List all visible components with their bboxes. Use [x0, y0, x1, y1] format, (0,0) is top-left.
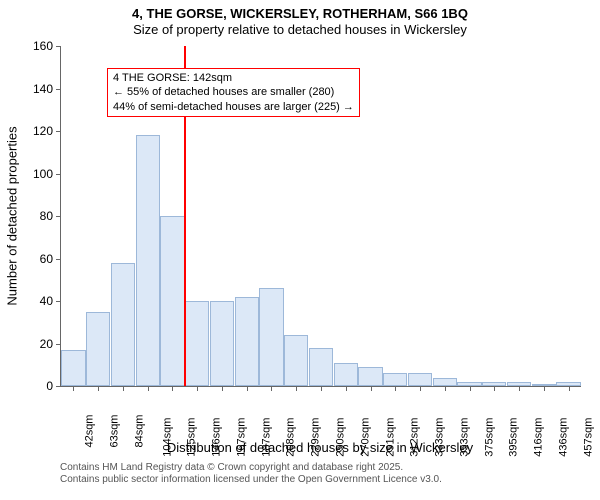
histogram-bar: [334, 363, 358, 386]
histogram-bar: [111, 263, 135, 386]
xtick-mark: [420, 386, 421, 391]
xtick-mark: [321, 386, 322, 391]
histogram-bar: [284, 335, 308, 386]
ytick-label: 80: [40, 209, 53, 223]
ytick-mark: [56, 344, 61, 345]
attribution-text: Contains HM Land Registry data © Crown c…: [60, 462, 442, 486]
histogram-bar: [61, 350, 85, 386]
ytick-mark: [56, 131, 61, 132]
xtick-mark: [569, 386, 570, 391]
ytick-label: 160: [33, 39, 53, 53]
ytick-mark: [56, 89, 61, 90]
xtick-mark: [123, 386, 124, 391]
plot-area: 02040608010012014016042sqm63sqm84sqm104s…: [60, 46, 581, 387]
xtick-mark: [73, 386, 74, 391]
histogram-bar: [433, 378, 457, 387]
chart-title: 4, THE GORSE, WICKERSLEY, ROTHERHAM, S66…: [0, 0, 600, 21]
histogram-bar: [358, 367, 382, 386]
xtick-mark: [148, 386, 149, 391]
histogram-bar: [235, 297, 259, 386]
ytick-label: 120: [33, 124, 53, 138]
ytick-label: 140: [33, 82, 53, 96]
histogram-bar: [210, 301, 234, 386]
ytick-mark: [56, 46, 61, 47]
xtick-mark: [296, 386, 297, 391]
xtick-mark: [98, 386, 99, 391]
xtick-mark: [197, 386, 198, 391]
histogram-bar: [383, 373, 407, 386]
annotation-box: 4 THE GORSE: 142sqm← 55% of detached hou…: [107, 68, 360, 117]
xtick-mark: [494, 386, 495, 391]
ytick-label: 100: [33, 167, 53, 181]
annotation-line: ← 55% of detached houses are smaller (28…: [113, 85, 354, 99]
annotation-line: 4 THE GORSE: 142sqm: [113, 71, 354, 85]
annotation-line: 44% of semi-detached houses are larger (…: [113, 100, 354, 114]
ytick-label: 0: [46, 379, 53, 393]
xtick-mark: [544, 386, 545, 391]
histogram-bar: [136, 135, 160, 386]
xtick-mark: [346, 386, 347, 391]
histogram-bar: [160, 216, 184, 386]
ytick-mark: [56, 174, 61, 175]
ytick-label: 40: [40, 294, 53, 308]
xtick-mark: [445, 386, 446, 391]
histogram-bar: [185, 301, 209, 386]
xtick-mark: [519, 386, 520, 391]
ytick-mark: [56, 301, 61, 302]
xtick-mark: [247, 386, 248, 391]
xtick-label: 457sqm: [582, 418, 594, 457]
attribution-line: Contains public sector information licen…: [60, 474, 442, 486]
xtick-mark: [172, 386, 173, 391]
attribution-line: Contains HM Land Registry data © Crown c…: [60, 462, 442, 474]
xtick-mark: [395, 386, 396, 391]
chart-subtitle: Size of property relative to detached ho…: [0, 21, 600, 37]
ytick-mark: [56, 386, 61, 387]
histogram-bar: [259, 288, 283, 386]
ytick-mark: [56, 259, 61, 260]
xtick-mark: [222, 386, 223, 391]
ytick-label: 20: [40, 337, 53, 351]
xtick-mark: [271, 386, 272, 391]
y-axis-label: Number of detached properties: [5, 126, 20, 305]
histogram-bar: [86, 312, 110, 386]
histogram-bar: [309, 348, 333, 386]
ytick-label: 60: [40, 252, 53, 266]
xtick-mark: [371, 386, 372, 391]
ytick-mark: [56, 216, 61, 217]
histogram-bar: [408, 373, 432, 386]
x-axis-label: Distribution of detached houses by size …: [60, 440, 580, 455]
xtick-mark: [470, 386, 471, 391]
